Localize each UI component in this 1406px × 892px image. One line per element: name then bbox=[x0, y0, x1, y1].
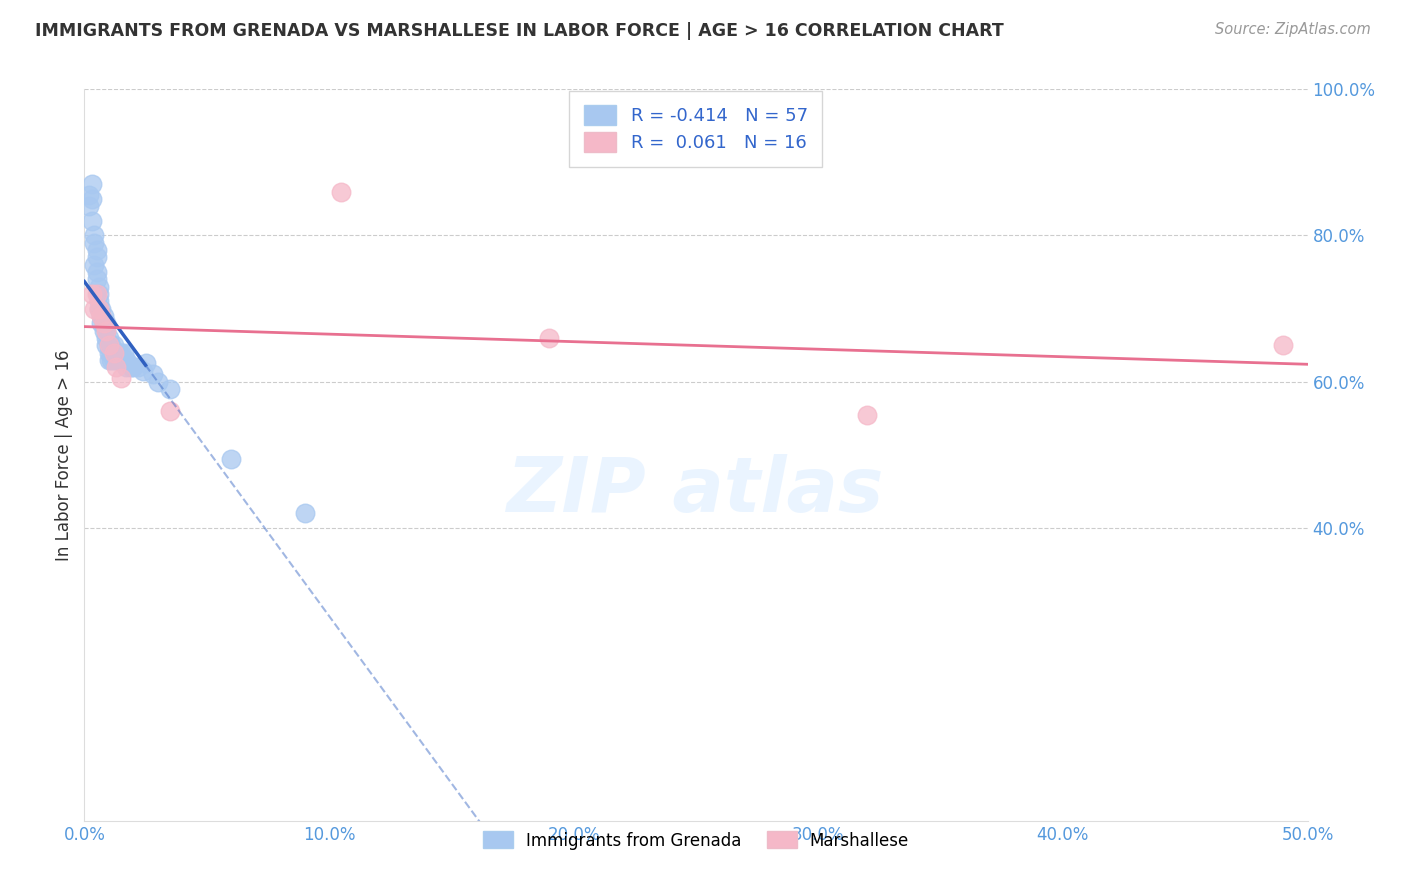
Point bbox=[538, 331, 561, 345]
Point bbox=[86, 251, 108, 265]
Point bbox=[105, 352, 128, 367]
Text: Source: ZipAtlas.com: Source: ZipAtlas.com bbox=[1215, 22, 1371, 37]
Point bbox=[127, 360, 149, 375]
Point bbox=[103, 345, 125, 359]
Point bbox=[110, 371, 132, 385]
Point bbox=[87, 301, 110, 316]
Point bbox=[142, 368, 165, 382]
Point bbox=[80, 192, 103, 206]
Point bbox=[103, 352, 125, 367]
Point bbox=[132, 364, 155, 378]
Point bbox=[112, 345, 135, 359]
Point bbox=[83, 258, 105, 272]
Point bbox=[100, 352, 122, 367]
Point bbox=[80, 214, 103, 228]
Point bbox=[103, 345, 125, 359]
Point bbox=[1272, 338, 1295, 352]
Point bbox=[96, 338, 118, 352]
Point bbox=[86, 265, 108, 279]
Point bbox=[77, 199, 100, 213]
Point bbox=[96, 324, 118, 338]
Point bbox=[105, 345, 128, 359]
Point bbox=[86, 243, 108, 257]
Point bbox=[110, 352, 132, 367]
Text: ZIP atlas: ZIP atlas bbox=[508, 455, 884, 528]
Point bbox=[103, 338, 125, 352]
Point bbox=[87, 301, 110, 316]
Point bbox=[97, 352, 120, 367]
Point bbox=[96, 331, 118, 345]
Point bbox=[107, 352, 129, 367]
Point bbox=[110, 345, 132, 359]
Point bbox=[97, 331, 120, 345]
Point bbox=[135, 356, 157, 371]
Point bbox=[83, 235, 105, 250]
Point bbox=[117, 356, 139, 371]
Point bbox=[77, 188, 100, 202]
Point bbox=[330, 185, 353, 199]
Point bbox=[115, 352, 138, 367]
Point bbox=[219, 451, 242, 466]
Point bbox=[112, 352, 135, 367]
Point bbox=[90, 309, 112, 323]
Point bbox=[93, 316, 115, 330]
Point bbox=[80, 178, 103, 192]
Point bbox=[87, 287, 110, 301]
Point bbox=[97, 338, 120, 352]
Point bbox=[146, 375, 169, 389]
Point bbox=[87, 294, 110, 309]
Point bbox=[90, 316, 112, 330]
Point bbox=[93, 309, 115, 323]
Point bbox=[93, 324, 115, 338]
Point bbox=[115, 360, 138, 375]
Point bbox=[856, 408, 879, 422]
Point bbox=[90, 301, 112, 316]
Point bbox=[294, 507, 316, 521]
Point bbox=[105, 360, 128, 375]
Point bbox=[93, 316, 115, 330]
Point bbox=[80, 287, 103, 301]
Point bbox=[100, 345, 122, 359]
Point bbox=[86, 287, 108, 301]
Point bbox=[96, 324, 118, 338]
Point bbox=[159, 404, 181, 418]
Y-axis label: In Labor Force | Age > 16: In Labor Force | Age > 16 bbox=[55, 349, 73, 561]
Legend: Immigrants from Grenada, Marshallese: Immigrants from Grenada, Marshallese bbox=[477, 825, 915, 856]
Point bbox=[83, 301, 105, 316]
Point bbox=[97, 338, 120, 352]
Point bbox=[83, 228, 105, 243]
Point bbox=[107, 345, 129, 359]
Point bbox=[122, 360, 145, 375]
Point bbox=[86, 272, 108, 286]
Point bbox=[159, 382, 181, 396]
Point bbox=[97, 345, 120, 359]
Point bbox=[96, 316, 118, 330]
Point bbox=[100, 338, 122, 352]
Point bbox=[120, 360, 142, 375]
Point bbox=[90, 309, 112, 323]
Text: IMMIGRANTS FROM GRENADA VS MARSHALLESE IN LABOR FORCE | AGE > 16 CORRELATION CHA: IMMIGRANTS FROM GRENADA VS MARSHALLESE I… bbox=[35, 22, 1004, 40]
Point bbox=[87, 279, 110, 293]
